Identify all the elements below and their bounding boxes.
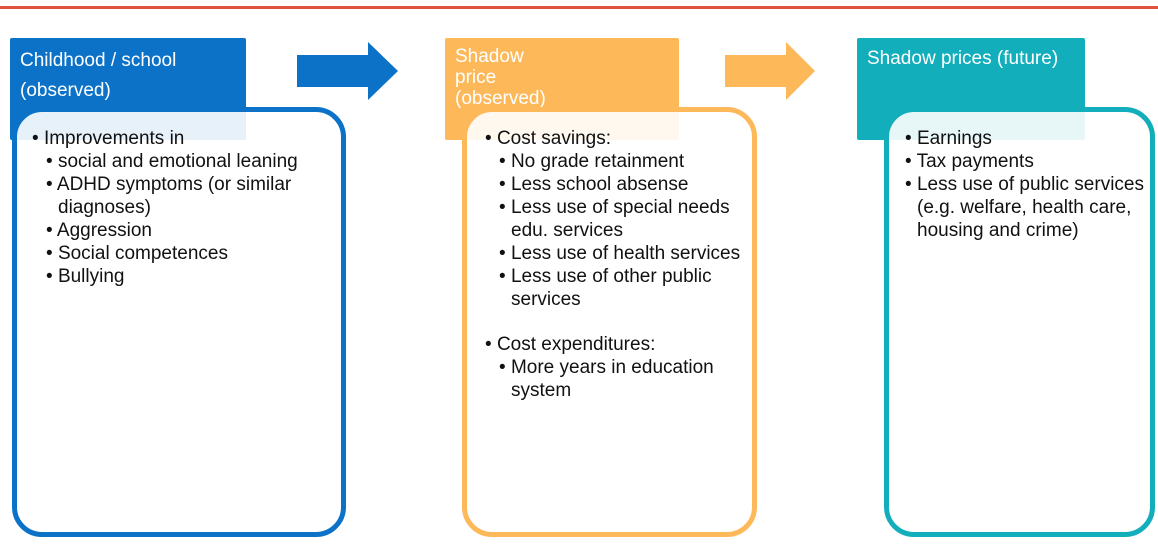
bullet: • [46,243,58,264]
column-box [462,107,757,537]
arrow [297,42,398,100]
column-text: • Cost savings: • No grade retainment • Le… [485,127,745,402]
bullet: • [485,128,497,149]
bullet-text: Cost savings: [496,128,611,149]
top-rule [0,6,1158,9]
bullet-text: Less use of public services (e.g. welfar… [916,174,1144,241]
bullet-text: Aggression [56,220,152,241]
bullet-text: Cost expenditures: [496,334,656,355]
column-box [884,107,1155,537]
bullet-text: No grade retainment [510,151,685,172]
sub-item: • Aggression [32,219,332,242]
bullet: • [905,128,917,149]
sub-item: • Less use of special needs edu. service… [485,196,745,242]
sub-item: • More years in education system [485,356,745,402]
bullet-text: Less use of health services [510,243,741,264]
sub-item: • ADHD symptoms (or similar diagnoses) [32,173,332,219]
bullet-text: Social competences [57,243,228,264]
bullet: • [905,151,917,172]
sub-item: • Social competences [32,242,332,265]
sub-item: • Bullying [32,265,332,288]
column-text: • Earnings • Tax payments • Less use of pu… [905,127,1145,242]
bullet-text: Less use of other public services [510,266,712,310]
group-heading: • Cost expenditures: [485,333,745,356]
item: • Less use of public services (e.g. welf… [905,173,1145,242]
bullet-text: social and emotional leaning [57,151,298,172]
bullet: • [499,197,511,218]
bullet: • [46,151,58,172]
bullet: • [499,357,511,378]
bullet-text: ADHD symptoms (or similar diagnoses) [56,174,292,218]
bullet: • [32,128,44,149]
bullet-text: Improvements in [43,128,185,149]
sub-item: • Less use of other public services [485,265,745,311]
bullet: • [499,151,511,172]
bullet-text: Earnings [916,128,992,149]
bullet: • [46,266,58,287]
sub-item: • No grade retainment [485,150,745,173]
column-text: • Improvements in • social and emotional … [32,127,332,288]
sub-item: • Less use of health services [485,242,745,265]
bullet: • [499,266,511,287]
item: • Earnings [905,127,1145,150]
bullet: • [499,174,511,195]
column-box [12,107,346,537]
bullet-text: Tax payments [916,151,1034,172]
bullet: • [46,174,57,195]
sub-item: • Less school absense [485,173,745,196]
bullet: • [905,174,917,195]
bullet-text: Less use of special needs edu. services [510,197,730,241]
bullet: • [499,243,511,264]
arrow-shape [725,42,815,100]
bullet: • [485,334,497,355]
group-heading: • Improvements in [32,127,332,150]
bullet-text: Bullying [57,266,125,287]
arrow [725,42,815,100]
arrow-shape [297,42,398,100]
bullet-text: More years in education system [510,357,714,401]
bullet-text: Less school absense [510,174,689,195]
item: • Tax payments [905,150,1145,173]
bullet: • [46,220,57,241]
sub-item: • social and emotional leaning [32,150,332,173]
group-heading: • Cost savings: [485,127,745,150]
